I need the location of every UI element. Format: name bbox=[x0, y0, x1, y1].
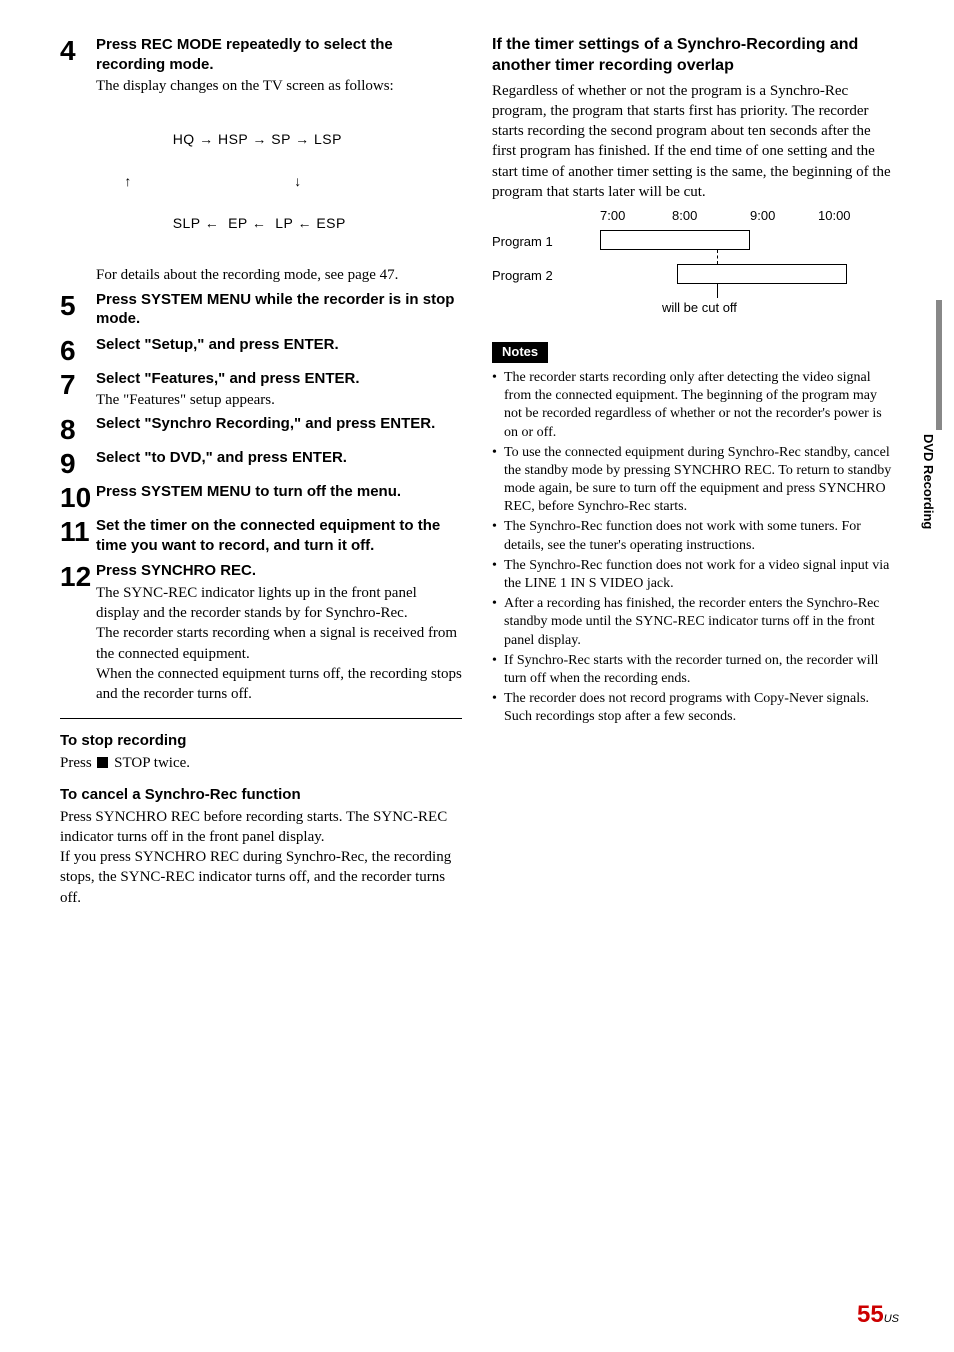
cancel-synchro-text: Press SYNCHRO REC before recording start… bbox=[60, 807, 462, 908]
step-8: 8 Select "Synchro Recording," and press … bbox=[60, 414, 462, 444]
step-4: 4 Press REC MODE repeatedly to select th… bbox=[60, 35, 462, 286]
section-tab: DVD Recording bbox=[908, 440, 942, 580]
step-title: Select "Synchro Recording," and press EN… bbox=[96, 414, 462, 434]
node-lp: LP bbox=[275, 215, 293, 231]
stop-text-post: STOP twice. bbox=[110, 755, 190, 771]
program1-bar bbox=[600, 230, 750, 250]
step-text: The SYNC-REC indicator lights up in the … bbox=[96, 583, 462, 624]
node-hsp: HSP bbox=[218, 131, 248, 147]
note-item: The Synchro-Rec function does not work f… bbox=[492, 557, 894, 593]
step-title: Set the timer on the connected equipment… bbox=[96, 516, 462, 555]
page-number-suffix: US bbox=[884, 1313, 899, 1325]
note-item: If Synchro-Rec starts with the recorder … bbox=[492, 652, 894, 688]
step-11: 11 Set the timer on the connected equipm… bbox=[60, 516, 462, 557]
step-text: The display changes on the TV screen as … bbox=[96, 76, 462, 96]
timing-overlap-diagram: 7:00 8:00 9:00 10:00 Program 1 Program 2… bbox=[492, 202, 894, 332]
program1-label: Program 1 bbox=[492, 234, 553, 251]
diagram-bottom: SLP ← EP ← LP ← ESP bbox=[120, 192, 462, 255]
cutoff-marker bbox=[717, 284, 718, 298]
step-number: 10 bbox=[60, 482, 96, 512]
step-number: 5 bbox=[60, 290, 96, 331]
step-title: Press SYNCHRO REC. bbox=[96, 561, 462, 581]
notes-heading: Notes bbox=[492, 342, 548, 363]
tick-800: 8:00 bbox=[672, 208, 697, 225]
step-7: 7 Select "Features," and press ENTER. Th… bbox=[60, 369, 462, 411]
page-number-value: 55 bbox=[857, 1301, 884, 1328]
step-title: Select "Setup," and press ENTER. bbox=[96, 335, 462, 355]
note-item: After a recording has finished, the reco… bbox=[492, 595, 894, 650]
content-columns: 4 Press REC MODE repeatedly to select th… bbox=[60, 35, 894, 920]
section-tab-label: DVD Recording bbox=[919, 434, 936, 529]
step-12: 12 Press SYNCHRO REC. The SYNC-REC indic… bbox=[60, 561, 462, 704]
step-title: Press SYSTEM MENU to turn off the menu. bbox=[96, 482, 462, 502]
step-text: For details about the recording mode, se… bbox=[96, 265, 462, 285]
step-text: When the connected equipment turns off, … bbox=[96, 664, 462, 705]
cancel-synchro-head: To cancel a Synchro-Rec function bbox=[60, 785, 462, 805]
note-item: To use the connected equipment during Sy… bbox=[492, 444, 894, 517]
node-slp: SLP bbox=[173, 215, 201, 231]
tick-1000: 10:00 bbox=[818, 208, 851, 225]
program2-bar bbox=[677, 264, 847, 284]
step-5: 5 Press SYSTEM MENU while the recorder i… bbox=[60, 290, 462, 331]
step-6: 6 Select "Setup," and press ENTER. bbox=[60, 335, 462, 365]
step-title: Select "Features," and press ENTER. bbox=[96, 369, 462, 389]
stop-icon bbox=[97, 757, 108, 768]
rec-mode-cycle-diagram: HQ → HSP → SP → LSP ↑ ↓ SLP ← EP ← LP ← … bbox=[96, 96, 462, 265]
node-lsp: LSP bbox=[314, 131, 342, 147]
stop-recording-text: Press STOP twice. bbox=[60, 753, 462, 773]
node-ep: EP bbox=[228, 215, 247, 231]
step-number: 9 bbox=[60, 448, 96, 478]
node-sp: SP bbox=[271, 131, 290, 147]
tick-900: 9:00 bbox=[750, 208, 775, 225]
overlap-paragraph: Regardless of whether or not the program… bbox=[492, 81, 894, 203]
step-number: 6 bbox=[60, 335, 96, 365]
step-body: Press REC MODE repeatedly to select the … bbox=[96, 35, 462, 286]
step-number: 12 bbox=[60, 561, 96, 704]
node-hq: HQ bbox=[173, 131, 195, 147]
step-number: 11 bbox=[60, 516, 96, 557]
tick-700: 7:00 bbox=[600, 208, 625, 225]
right-column: If the timer settings of a Synchro-Recor… bbox=[492, 35, 894, 920]
stop-text-pre: Press bbox=[60, 755, 95, 771]
stop-recording-head: To stop recording bbox=[60, 731, 462, 751]
overlap-dash bbox=[717, 250, 718, 264]
diagram-arrows: ↑ ↓ bbox=[120, 171, 462, 192]
step-number: 4 bbox=[60, 35, 96, 286]
program2-label: Program 2 bbox=[492, 268, 553, 285]
node-esp: ESP bbox=[316, 215, 346, 231]
page-number: 55US bbox=[857, 1299, 899, 1330]
step-text: The recorder starts recording when a sig… bbox=[96, 623, 462, 664]
step-9: 9 Select "to DVD," and press ENTER. bbox=[60, 448, 462, 478]
step-number: 8 bbox=[60, 414, 96, 444]
note-item: The recorder starts recording only after… bbox=[492, 369, 894, 442]
step-text: The "Features" setup appears. bbox=[96, 390, 462, 410]
overlap-heading: If the timer settings of a Synchro-Recor… bbox=[492, 35, 894, 77]
divider bbox=[60, 718, 462, 719]
step-title: Press SYSTEM MENU while the recorder is … bbox=[96, 290, 462, 329]
step-title: Press REC MODE repeatedly to select the … bbox=[96, 35, 462, 74]
note-item: The Synchro-Rec function does not work w… bbox=[492, 518, 894, 554]
notes-list: The recorder starts recording only after… bbox=[492, 369, 894, 727]
cutoff-label: will be cut off bbox=[662, 300, 737, 317]
step-10: 10 Press SYSTEM MENU to turn off the men… bbox=[60, 482, 462, 512]
step-title: Select "to DVD," and press ENTER. bbox=[96, 448, 462, 468]
diagram-top: HQ → HSP → SP → LSP bbox=[120, 108, 462, 171]
step-number: 7 bbox=[60, 369, 96, 411]
left-column: 4 Press REC MODE repeatedly to select th… bbox=[60, 35, 462, 920]
note-item: The recorder does not record programs wi… bbox=[492, 690, 894, 726]
